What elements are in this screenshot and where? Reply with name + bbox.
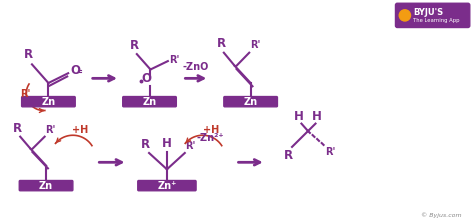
Text: R: R xyxy=(24,48,33,61)
Text: Zn⁺: Zn⁺ xyxy=(157,181,177,191)
Text: R: R xyxy=(13,122,22,135)
Text: Zn: Zn xyxy=(143,97,156,107)
Text: O: O xyxy=(141,72,151,85)
Text: R': R' xyxy=(185,141,196,151)
FancyBboxPatch shape xyxy=(395,3,470,28)
Text: R: R xyxy=(141,138,150,151)
Text: R: R xyxy=(284,149,293,162)
Text: R: R xyxy=(129,39,138,52)
Text: +H: +H xyxy=(72,125,89,135)
Text: -Zn²⁺: -Zn²⁺ xyxy=(197,133,225,143)
Text: Zn: Zn xyxy=(39,181,53,191)
Text: Zn: Zn xyxy=(244,97,258,107)
FancyBboxPatch shape xyxy=(19,180,73,191)
Text: The Learning App: The Learning App xyxy=(413,18,460,23)
FancyBboxPatch shape xyxy=(138,180,196,191)
Text: -ZnO: -ZnO xyxy=(182,62,209,72)
Text: R': R' xyxy=(20,89,30,99)
FancyBboxPatch shape xyxy=(123,97,176,107)
Circle shape xyxy=(399,10,410,21)
FancyBboxPatch shape xyxy=(22,97,75,107)
Text: O: O xyxy=(70,64,80,77)
Text: +H: +H xyxy=(202,125,219,135)
Text: R': R' xyxy=(250,40,261,50)
Text: R': R' xyxy=(169,55,180,65)
Text: R': R' xyxy=(45,125,55,135)
Text: R': R' xyxy=(325,147,335,157)
Text: BYJU'S: BYJU'S xyxy=(413,8,444,17)
Text: H: H xyxy=(162,137,172,150)
Text: Zn: Zn xyxy=(41,97,55,107)
FancyBboxPatch shape xyxy=(224,97,277,107)
Text: R: R xyxy=(217,37,226,50)
Text: H: H xyxy=(294,110,303,123)
Text: © Byjus.com: © Byjus.com xyxy=(421,213,461,218)
Text: H: H xyxy=(311,110,321,123)
